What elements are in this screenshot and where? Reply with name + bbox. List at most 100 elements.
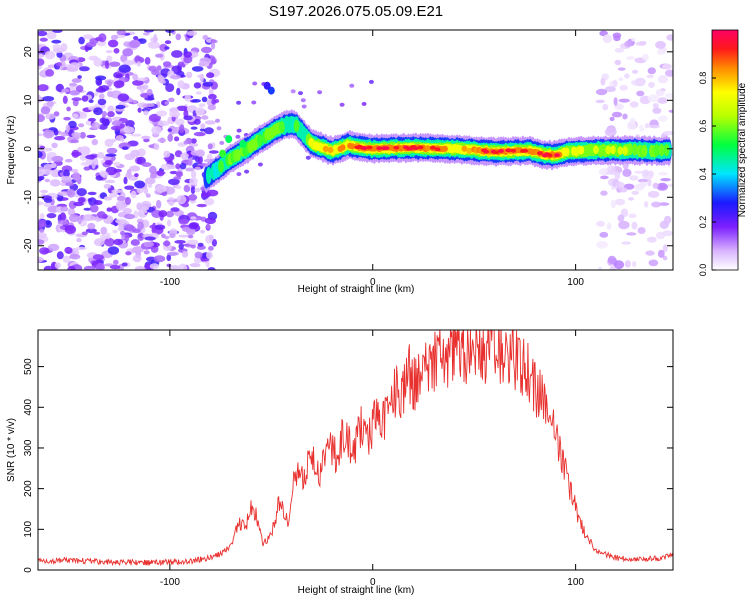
ridge-segment (563, 147, 570, 157)
noise-blob (662, 130, 673, 136)
ridge-segment (376, 146, 383, 151)
noise-blob (136, 77, 148, 82)
noise-blob (188, 222, 198, 230)
ridge-segment (641, 144, 648, 157)
x-tick-label: 100 (567, 577, 584, 588)
noise-blob (91, 122, 101, 130)
noise-blob (79, 66, 90, 72)
noise-blob (178, 243, 184, 250)
noise-blob (51, 30, 63, 33)
noise-blob (40, 106, 51, 115)
noise-blob (78, 111, 88, 119)
noise-blob (166, 263, 172, 268)
y-tick-label: 400 (23, 399, 34, 416)
noise-blob (85, 42, 97, 48)
noise-blob (72, 113, 79, 119)
noise-blob (38, 232, 47, 239)
noise-blob (611, 111, 623, 118)
noise-blob (124, 234, 130, 243)
noise-blob (45, 220, 51, 226)
noise-blob (130, 149, 141, 158)
noise-blob (647, 67, 656, 75)
noise-blob (646, 74, 654, 79)
noise-blob (169, 200, 174, 206)
noise-blob (149, 173, 157, 179)
noise-blob (38, 133, 44, 137)
noise-blob (136, 202, 142, 211)
spectrogram-y-axis: -20 -10 0 10 20 (23, 46, 673, 253)
noise-blob (660, 178, 671, 182)
noise-blob (62, 95, 68, 105)
noise-blob (108, 61, 121, 67)
noise-blob (206, 251, 213, 260)
noise-blob (122, 60, 135, 66)
noise-blob (163, 150, 171, 158)
noise-blob (199, 128, 206, 132)
noise-blob (38, 220, 48, 228)
noise-blob (647, 190, 660, 198)
noise-blob (47, 205, 59, 213)
noise-blob (43, 265, 53, 270)
noise-blob (165, 83, 175, 92)
noise-blob (113, 161, 121, 167)
noise-blob (168, 97, 175, 103)
snr-series-line (38, 330, 673, 567)
noise-blob (60, 60, 66, 68)
noise-blob (143, 250, 150, 255)
noise-blob (637, 227, 646, 234)
noise-blob (663, 215, 672, 225)
noise-blob (609, 265, 616, 270)
ridge-segment (605, 145, 611, 155)
noise-blob (61, 88, 70, 93)
noise-blob (65, 182, 74, 187)
noise-blob (179, 124, 185, 134)
noise-blob (622, 168, 632, 177)
noise-blob (216, 126, 222, 131)
noise-blob (195, 91, 202, 95)
noise-blob (39, 213, 45, 220)
noise-blob (66, 106, 71, 112)
noise-blob (66, 188, 76, 198)
noise-blob (612, 32, 622, 39)
noise-blob (56, 251, 64, 260)
noise-blob (115, 73, 123, 78)
noise-blob (54, 262, 61, 269)
noise-blob (339, 102, 345, 107)
noise-blob (668, 109, 673, 113)
noise-blob (99, 85, 110, 92)
noise-blob (105, 50, 113, 54)
noise-blob (214, 99, 220, 103)
noise-blob (100, 226, 108, 235)
noise-blob (198, 103, 206, 108)
noise-blob (629, 175, 639, 181)
noise-blob (94, 200, 103, 206)
noise-blob (83, 265, 96, 270)
noise-blob (170, 207, 180, 212)
noise-blob (634, 170, 645, 174)
noise-blob (187, 234, 194, 239)
noise-blob (155, 184, 168, 193)
noise-blob (658, 172, 668, 176)
noise-blob (252, 81, 258, 86)
noise-blob (59, 206, 69, 212)
noise-blob (129, 165, 141, 172)
noise-blob (39, 228, 45, 233)
ridge-segment (627, 143, 633, 156)
ridge-segment (322, 145, 329, 152)
noise-blob (38, 201, 44, 206)
noise-blob (618, 77, 624, 81)
noise-blob (207, 143, 213, 150)
noise-blob (93, 231, 101, 235)
noise-blob (64, 158, 73, 163)
noise-blob (595, 99, 605, 104)
noise-blob (164, 101, 169, 105)
noise-blob (169, 170, 178, 175)
noise-blob (39, 145, 46, 149)
ridge-segment (622, 146, 628, 156)
noise-blob (636, 90, 645, 97)
noise-blob (38, 239, 45, 245)
ridge-segment (442, 145, 448, 152)
noise-blob (154, 224, 166, 230)
noise-blob (200, 229, 205, 234)
